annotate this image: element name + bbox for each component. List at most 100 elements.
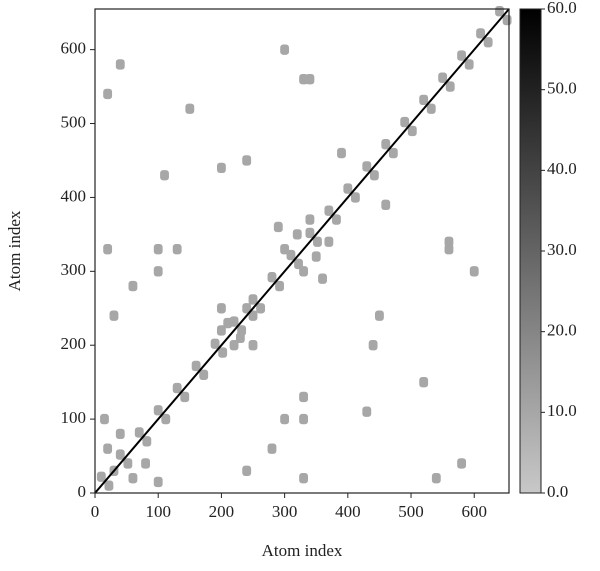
contact-cell	[161, 413, 171, 425]
y-tick-label: 100	[61, 408, 87, 427]
contact-cell	[210, 338, 220, 349]
contact-cell	[223, 317, 233, 329]
contact-cell	[407, 125, 417, 137]
contact-cell	[248, 340, 258, 351]
contact-cell	[318, 273, 327, 284]
contact-cell	[109, 310, 119, 321]
contact-cell	[153, 243, 163, 255]
contact-cell	[280, 44, 290, 55]
contact-cell	[96, 471, 106, 482]
contact-cell	[141, 458, 150, 469]
contact-cell	[172, 382, 182, 394]
y-tick-label: 200	[61, 334, 87, 353]
contact-cell	[134, 427, 144, 438]
contact-cell	[242, 155, 252, 166]
x-tick-label: 500	[398, 502, 424, 521]
colorbar-tick-label: 0.0	[547, 482, 568, 501]
colorbar-tick-label: 50.0	[547, 79, 577, 98]
x-tick-label: 400	[335, 502, 361, 521]
contact-cell	[153, 476, 163, 488]
contact-cell	[400, 116, 410, 128]
contact-cell	[280, 243, 290, 255]
colorbar-tick-label: 20.0	[547, 321, 577, 340]
contact-cell	[115, 59, 125, 70]
contact-cell	[381, 139, 391, 150]
contact-cell	[324, 236, 334, 247]
contact-cell	[419, 94, 429, 106]
contact-cell	[104, 480, 114, 491]
contact-cell	[216, 162, 226, 174]
contact-cell	[123, 458, 133, 469]
contact-cell	[444, 236, 454, 247]
contact-cell	[502, 14, 512, 26]
contact-cell	[469, 266, 479, 277]
contact-cell	[362, 406, 372, 417]
contact-cell	[218, 347, 228, 358]
contact-cell	[438, 72, 448, 83]
contact-cell	[248, 294, 258, 305]
contact-cell	[103, 243, 113, 255]
y-axis-label: Atom index	[5, 210, 24, 291]
contact-cell	[267, 443, 277, 454]
contact-cell	[464, 59, 474, 70]
contact-cell	[128, 473, 138, 484]
contact-cell	[280, 413, 290, 425]
contact-cell	[313, 236, 322, 247]
contact-cell	[292, 229, 302, 240]
contact-cell	[305, 74, 315, 85]
x-axis-label: Atom index	[262, 541, 343, 560]
colorbar-tick-label: 30.0	[547, 240, 577, 259]
contact-cell	[299, 473, 309, 484]
contact-cell	[153, 405, 163, 416]
contact-cell	[311, 251, 321, 262]
contact-cell	[419, 376, 429, 388]
contact-cell	[267, 272, 277, 283]
y-tick-label: 600	[61, 39, 87, 58]
diagonal	[94, 8, 510, 494]
contact-cell	[199, 369, 209, 380]
contact-cell	[495, 6, 504, 17]
contact-cell	[299, 413, 309, 425]
contact-cell	[299, 391, 309, 403]
contact-cell	[153, 266, 163, 277]
contact-cell	[103, 88, 113, 100]
plot-frame	[94, 8, 510, 494]
colorbar-tick-label: 10.0	[547, 401, 577, 420]
contact-cell	[185, 103, 195, 114]
x-tick-label: 200	[209, 502, 235, 521]
contact-cell	[457, 50, 467, 61]
contact-cell	[242, 465, 252, 477]
colorbar-tick-label: 60.0	[547, 0, 577, 17]
contact-cell	[242, 303, 252, 314]
contact-cell	[431, 473, 441, 484]
y-tick-label: 300	[61, 260, 87, 279]
contact-cell	[128, 280, 138, 292]
contact-cell	[216, 325, 226, 336]
contact-cell	[229, 340, 239, 351]
contact-cell	[160, 170, 169, 181]
contact-cell	[115, 449, 125, 460]
contact-cell	[368, 340, 378, 351]
contact-cell	[362, 161, 372, 172]
contact-cell	[305, 214, 315, 225]
x-tick-label: 300	[272, 502, 298, 521]
contact-cell	[324, 205, 334, 216]
contact-cell	[115, 428, 125, 440]
y-tick-label: 0	[78, 482, 87, 501]
colorbar	[519, 8, 542, 494]
contact-cell	[457, 458, 467, 469]
contact-cell	[381, 199, 391, 210]
x-tick-label: 600	[461, 502, 487, 521]
contact-cell	[305, 227, 315, 239]
contact-cell	[273, 221, 283, 233]
contact-cell	[483, 37, 493, 48]
contact-cell	[299, 266, 309, 277]
contact-cell	[142, 436, 152, 447]
contact-cell	[375, 310, 384, 321]
contact-cell	[332, 214, 341, 225]
contact-cell	[445, 81, 455, 92]
contact-cell	[476, 28, 485, 39]
contact-cell	[100, 413, 109, 425]
contact-cell	[275, 280, 284, 292]
